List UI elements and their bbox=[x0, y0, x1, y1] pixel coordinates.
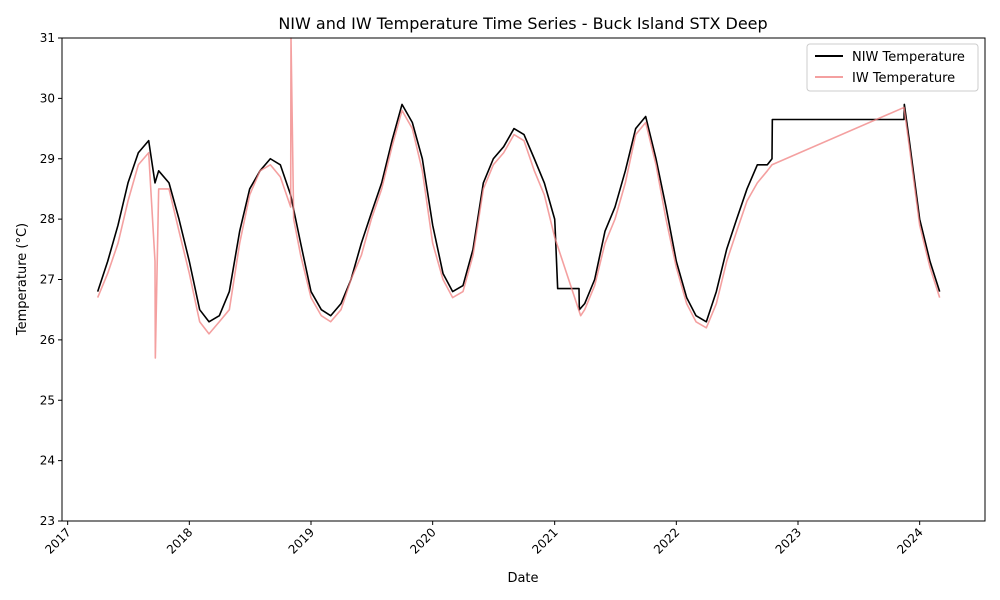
y-tick-label: 31 bbox=[40, 31, 55, 45]
y-tick-label: 28 bbox=[40, 212, 55, 226]
x-tick-label: 2020 bbox=[407, 525, 438, 556]
plot-frame bbox=[61, 37, 986, 522]
y-tick-label: 25 bbox=[40, 393, 55, 407]
x-tick-label: 2017 bbox=[42, 525, 73, 556]
y-tick-label: 29 bbox=[40, 152, 55, 166]
x-tick-label: 2018 bbox=[164, 525, 195, 556]
y-axis: 23 24 25 26 27 28 29 30 31 bbox=[40, 31, 62, 528]
x-tick-label: 2024 bbox=[894, 525, 925, 556]
series-line-niw bbox=[96, 103, 941, 323]
y-tick-label: 30 bbox=[40, 91, 55, 105]
y-tick-label: 27 bbox=[40, 273, 55, 287]
y-tick-label: 26 bbox=[40, 333, 55, 347]
x-tick-label: 2023 bbox=[773, 525, 804, 556]
legend-box bbox=[806, 43, 979, 92]
legend-label-niw: NIW Temperature bbox=[852, 50, 965, 65]
x-axis: 2017 2018 2019 2020 2021 2022 2023 2024 bbox=[42, 521, 926, 557]
plot-area bbox=[61, 37, 986, 522]
x-tick-label: 2019 bbox=[286, 525, 317, 556]
x-tick-label: 2021 bbox=[529, 525, 560, 556]
legend-label-iw: IW Temperature bbox=[852, 71, 955, 86]
x-tick-label: 2022 bbox=[651, 525, 682, 556]
y-tick-label: 23 bbox=[40, 514, 55, 528]
y-axis-title: Temperature (°C) bbox=[15, 223, 30, 336]
series-line-iw bbox=[96, 37, 941, 359]
x-axis-title: Date bbox=[507, 571, 538, 586]
chart-title: NIW and IW Temperature Time Series - Buc… bbox=[278, 14, 767, 33]
y-tick-label: 24 bbox=[40, 454, 55, 468]
legend: NIW Temperature IW Temperature bbox=[806, 43, 979, 92]
